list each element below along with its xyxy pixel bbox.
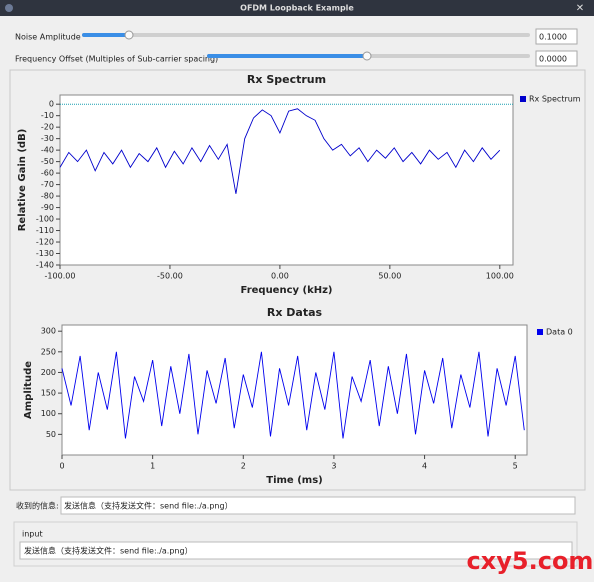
- y-tick-label: -140: [36, 261, 54, 270]
- legend-swatch: [520, 96, 526, 102]
- spinbox-value: 0.1000: [539, 33, 567, 42]
- window-title: OFDM Loopback Example: [240, 4, 354, 13]
- x-tick-label: -100.00: [45, 272, 76, 281]
- control-label: Noise Amplitude: [15, 33, 81, 42]
- y-tick-label: -130: [36, 249, 54, 258]
- spinbox[interactable]: [535, 50, 578, 67]
- x-tick-label: 100.00: [486, 272, 514, 281]
- x-tick-label: 3: [331, 462, 336, 471]
- x-tick-label: 0: [59, 462, 64, 471]
- y-tick-label: -80: [41, 192, 54, 201]
- input-group: [13, 521, 578, 567]
- plot-panel: [9, 69, 586, 491]
- x-tick-label: 0.00: [271, 272, 289, 281]
- x-axis-label: Frequency (kHz): [241, 285, 333, 296]
- y-tick-label: 250: [41, 347, 56, 356]
- y-tick-label: -120: [36, 238, 54, 247]
- slider-track[interactable]: [82, 33, 530, 37]
- y-axis-label: Amplitude: [23, 361, 34, 419]
- legend-label: Rx Spectrum: [529, 95, 581, 104]
- y-tick-label: -50: [41, 157, 54, 166]
- input-text: 发送信息（支持发送文件：send file:./a.png）: [24, 546, 193, 556]
- input-title: input: [22, 530, 43, 539]
- x-tick-label: -50.00: [157, 272, 183, 281]
- y-tick-label: -10: [41, 111, 54, 120]
- x-axis-label: Time (ms): [266, 475, 322, 486]
- y-tick-label: 0: [49, 100, 54, 109]
- y-tick-label: 100: [41, 409, 56, 418]
- data-line: [59, 108, 501, 194]
- spinbox[interactable]: [535, 28, 578, 45]
- data-line: [61, 351, 525, 439]
- chart-title: Rx Spectrum: [247, 73, 326, 86]
- x-tick-label: 50.00: [378, 272, 401, 281]
- app-icon: [5, 4, 13, 12]
- x-tick-label: 4: [422, 462, 427, 471]
- chart-title: Rx Datas: [267, 306, 323, 319]
- y-axis-label: Relative Gain (dB): [17, 129, 28, 232]
- x-tick-label: 5: [513, 462, 518, 471]
- y-tick-label: 150: [41, 389, 56, 398]
- y-tick-label: -100: [36, 215, 54, 224]
- slider-handle[interactable]: [362, 51, 372, 61]
- slider-fill: [207, 54, 367, 58]
- x-tick-label: 2: [241, 462, 246, 471]
- y-tick-label: 200: [41, 368, 56, 377]
- x-tick-label: 1: [150, 462, 155, 471]
- slider-fill: [82, 33, 129, 37]
- watermark: cxy5.com: [467, 547, 594, 575]
- plot-area: [61, 324, 528, 456]
- y-tick-label: -70: [41, 180, 54, 189]
- y-tick-label: 50: [46, 430, 56, 439]
- plot-area: [59, 94, 514, 266]
- title-bar: [0, 0, 594, 16]
- y-tick-label: -110: [36, 226, 54, 235]
- y-tick-label: -90: [41, 203, 54, 212]
- y-tick-label: -30: [41, 134, 54, 143]
- legend-label: Data 0: [546, 328, 573, 337]
- input-field[interactable]: [19, 541, 573, 560]
- y-tick-label: -60: [41, 169, 54, 178]
- y-tick-label: -40: [41, 146, 54, 155]
- y-tick-label: -20: [41, 123, 54, 132]
- spinbox-value: 0.0000: [539, 55, 567, 64]
- close-button[interactable]: ✕: [576, 3, 584, 14]
- legend-swatch: [537, 329, 543, 335]
- received-label: 收到的信息:: [16, 501, 59, 511]
- slider-handle[interactable]: [124, 30, 134, 40]
- received-field[interactable]: [60, 496, 576, 515]
- received-text: 发送信息（支持发送文件：send file:./a.png）: [64, 501, 233, 511]
- y-tick-label: 300: [41, 327, 56, 336]
- control-label: Frequency Offset (Multiples of Sub-carri…: [15, 55, 218, 64]
